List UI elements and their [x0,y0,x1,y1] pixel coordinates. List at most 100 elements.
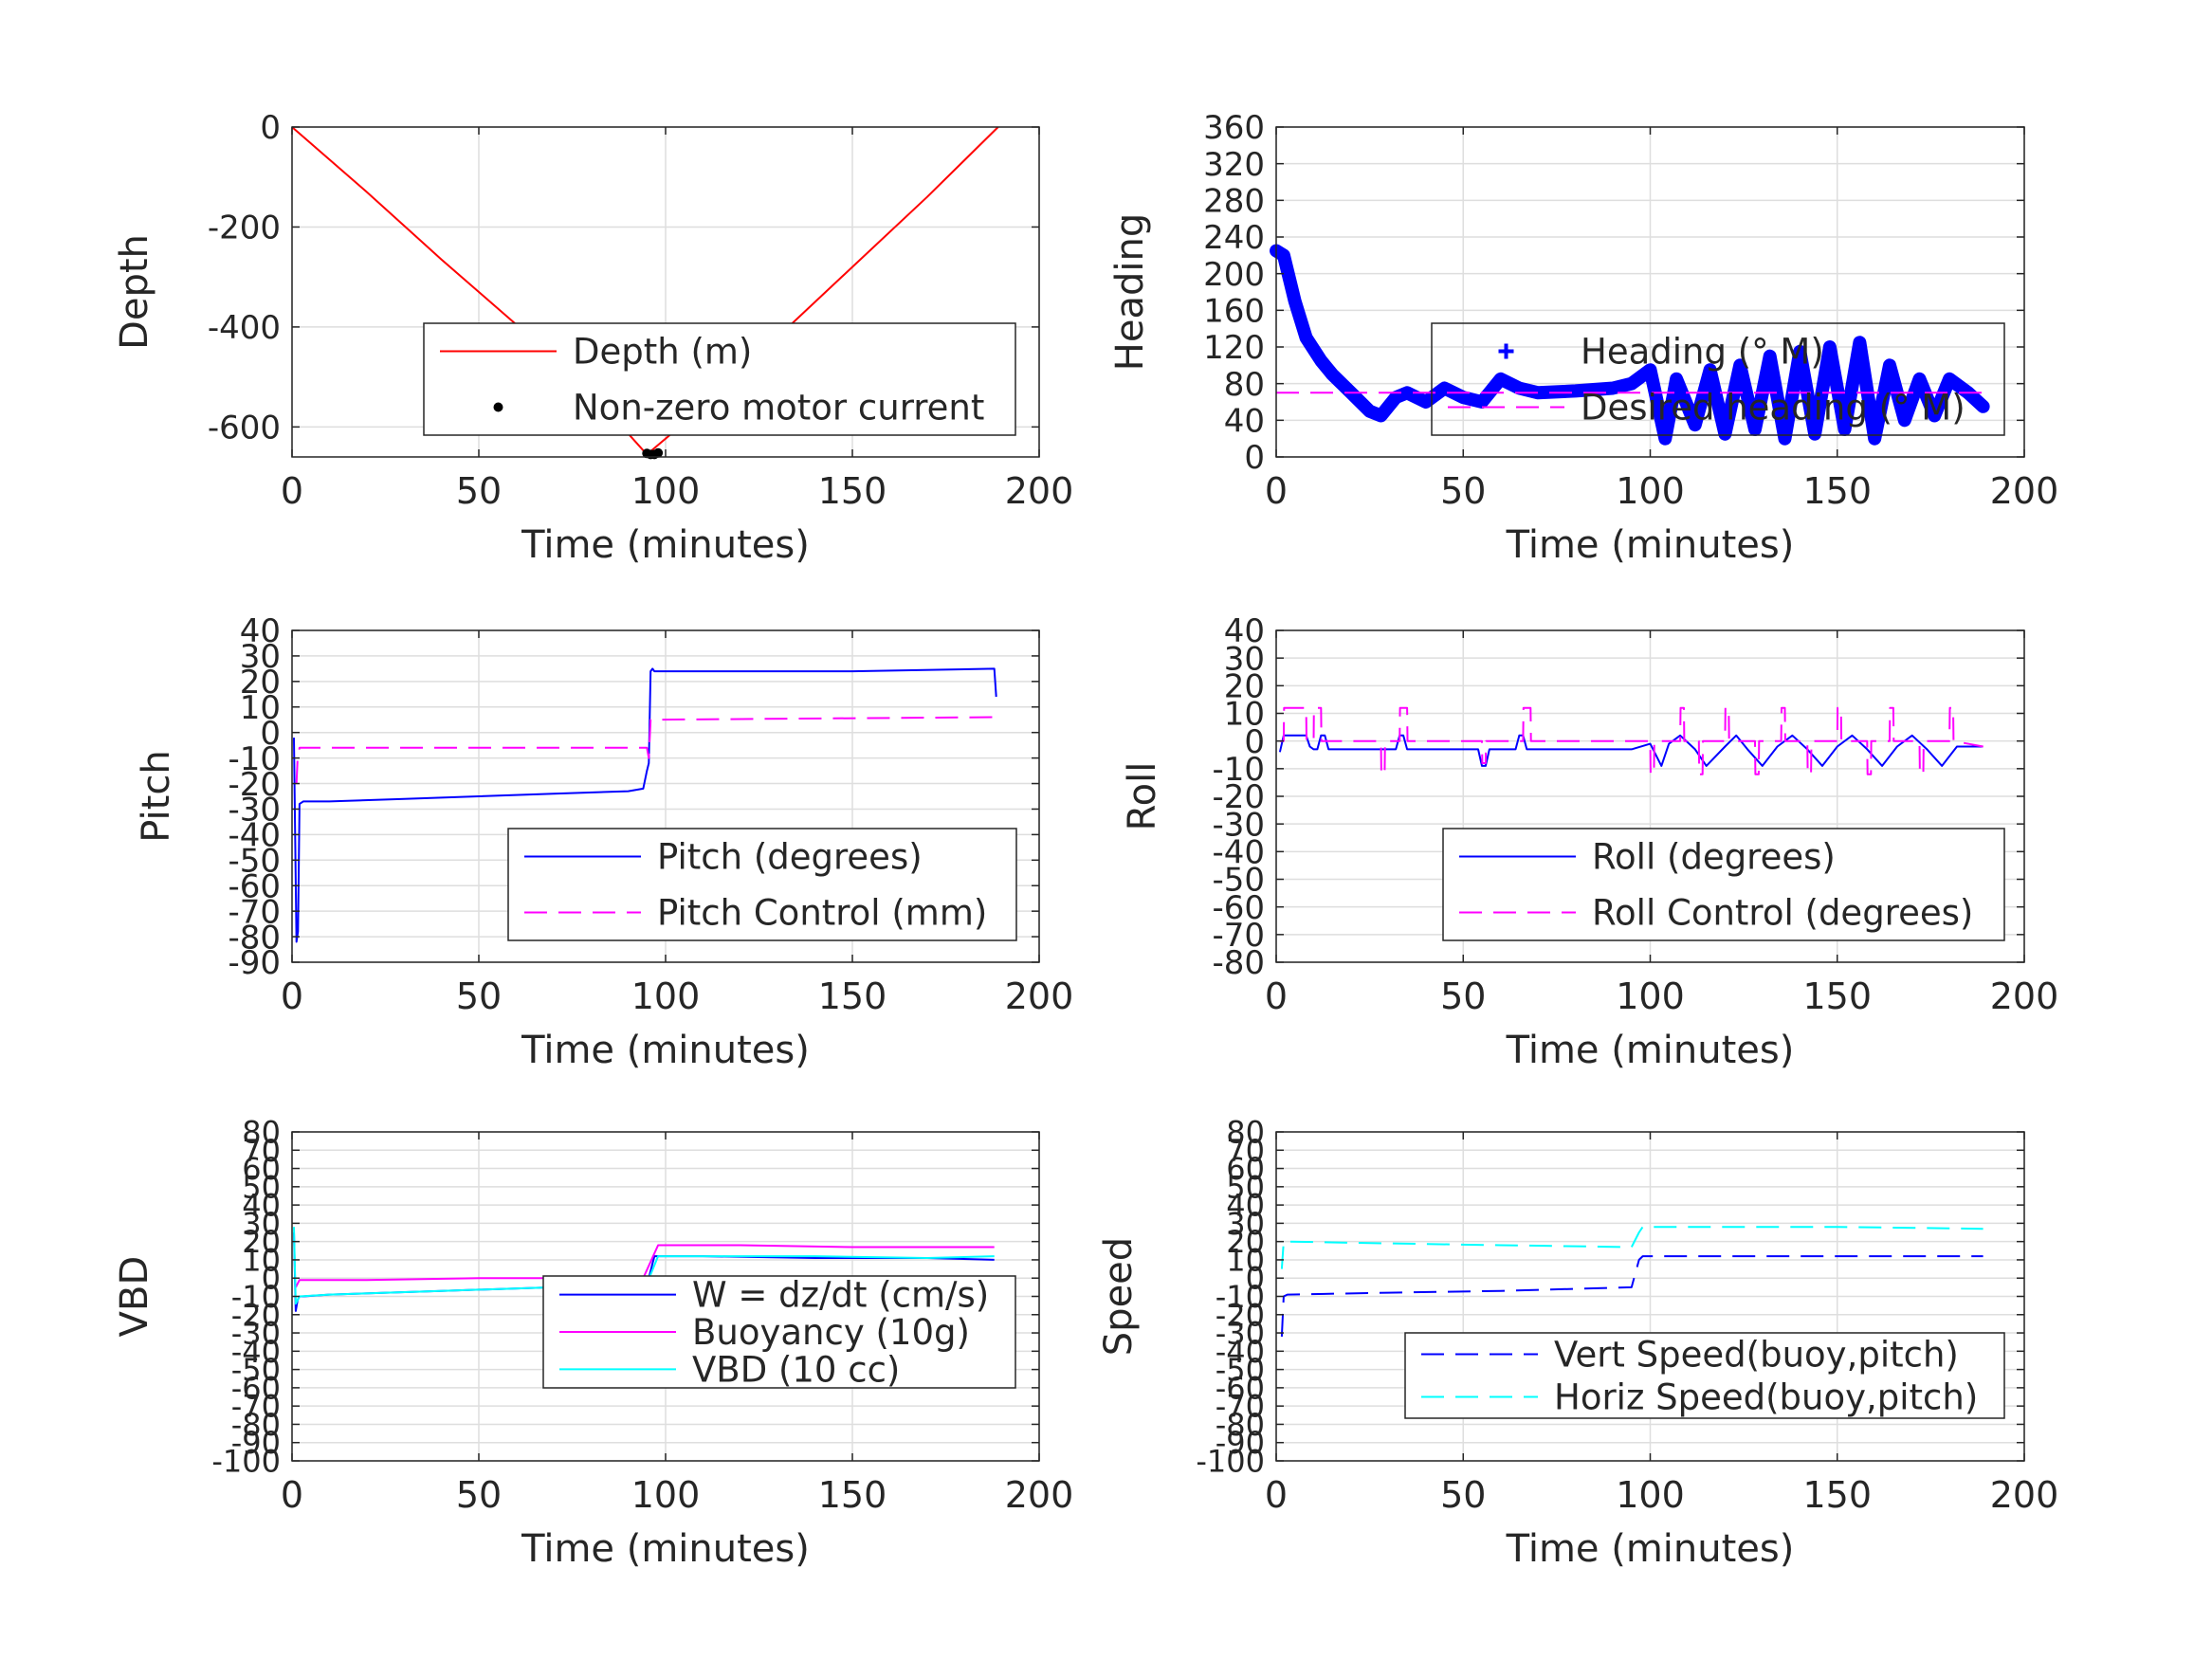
x-tick-label: 200 [1005,470,1074,512]
series-line-1 [1278,734,1983,767]
legend-box [1431,322,2005,436]
x-tick-label: 100 [1616,975,1685,1017]
y-tick-label: -20 [228,766,281,804]
x-tick-label: 150 [818,1474,887,1516]
x-tick-label: 0 [1265,470,1288,512]
legend-label: Desired heading (° M) [1581,388,1965,428]
y-tick-label: 280 [1203,183,1265,221]
chart-panel-2: 0 50 100 150 20004080120160200240280320360Ti… [1108,109,2058,567]
legend-box [507,828,1017,941]
x-tick-label: 100 [631,470,701,512]
y-axis-label: Roll [1121,762,1164,831]
y-tick-label: -40 [231,1334,281,1370]
legend-box [1442,828,2005,941]
legend-label: Heading (° M) [1581,332,1824,373]
y-tick-label: 10 [1224,696,1265,734]
chart-panel-3: 0 50 100 150 200403020100-10-20-30-40-50-60-… [135,612,1073,1072]
y-tick-label: 160 [1203,293,1265,331]
y-tick-label: -80 [1216,1407,1265,1443]
x-tick-label: 50 [1440,1474,1486,1516]
x-tick-label: 200 [1005,975,1074,1017]
y-tick-label: -70 [228,893,281,931]
y-tick-label: 30 [1224,640,1265,678]
legend-swatch [1498,343,1514,359]
y-tick-label: 30 [242,1206,281,1242]
y-tick-label: -70 [1212,917,1265,955]
y-tick-label: -40 [1212,834,1265,872]
y-tick-label: -20 [1216,1297,1265,1333]
y-tick-label: 0 [1244,723,1265,761]
x-tick-label: 200 [1990,470,2059,512]
y-tick-label: 10 [242,1242,281,1278]
y-tick-label: -50 [228,843,281,881]
y-tick-label: -100 [211,1444,281,1480]
y-tick-label: 40 [1224,612,1265,650]
y-tick-label: 40 [242,1188,281,1224]
legend: Heading (° M) Desired heading (° M) [1431,322,2005,436]
y-tick-label: -30 [228,792,281,830]
series-line-2 [1279,706,1983,775]
legend-label: Horiz Speed(buoy,pitch) [1554,1377,1978,1418]
y-tick-label: -40 [1216,1334,1265,1370]
y-tick-label: 10 [1226,1242,1265,1278]
y-tick-label: -50 [231,1352,281,1388]
x-tick-label: 100 [631,1474,701,1516]
x-axis-label: Time (minutes) [521,523,810,567]
y-axis-label: Pitch [135,750,178,842]
y-tick-label: 0 [262,1261,281,1297]
y-tick-label: -90 [231,1425,281,1461]
x-tick-label: 50 [1440,975,1486,1017]
legend: W = dz/dt (cm/s)Buoyancy (10g)VBD (10 cc… [542,1275,1016,1390]
series-line-1 [1270,244,1990,446]
x-tick-label: 50 [1440,470,1486,512]
x-tick-label: 50 [456,470,502,512]
chart-panel-6: 0 50 100 150 20080706050403020100-10-20-30-4… [1097,1115,2058,1571]
y-tick-label: -10 [1212,751,1265,789]
y-tick-label: -10 [231,1279,281,1315]
y-tick-label: 40 [240,612,281,650]
legend-label: Vert Speed(buoy,pitch) [1554,1335,1959,1376]
y-tick-label: -10 [228,740,281,778]
legend-swatch [493,402,503,412]
y-tick-label: 50 [242,1169,281,1205]
x-tick-label: 150 [1802,1474,1872,1516]
x-axis-label: Time (minutes) [521,1029,810,1072]
legend-box [1404,1332,2005,1419]
legend: Pitch (degrees) Pitch Control (mm) [507,828,1017,941]
y-tick-label: -70 [231,1389,281,1425]
y-tick-label: 40 [1226,1188,1265,1224]
y-tick-label: 30 [1226,1206,1265,1242]
legend: Roll (degrees) Roll Control (degrees) [1442,828,2005,941]
legend-label: Depth (m) [573,332,752,373]
x-tick-label: 200 [1005,1474,1074,1516]
x-axis-label: Time (minutes) [1506,1527,1795,1571]
y-tick-label: 50 [1226,1169,1265,1205]
series-line-2 [295,716,995,784]
legend-label: Roll Control (degrees) [1592,893,1973,934]
x-axis-label: Time (minutes) [1506,1029,1795,1072]
y-tick-label: -20 [231,1297,281,1333]
legend-label: Buoyancy (10g) [692,1312,970,1353]
y-tick-label: -90 [1216,1425,1265,1461]
x-tick-label: 0 [281,1474,303,1516]
legend-label: Pitch (degrees) [657,837,923,878]
y-tick-label: -50 [1212,862,1265,900]
x-tick-label: 200 [1990,975,2059,1017]
y-tick-label: 70 [242,1133,281,1169]
y-tick-label: -400 [208,309,281,347]
x-tick-label: 0 [1265,975,1288,1017]
y-tick-label: 0 [1244,439,1265,477]
series-line-1 [1280,1255,1983,1337]
y-tick-label: -30 [1216,1316,1265,1352]
y-tick-label: 40 [1224,403,1265,441]
y-tick-label: 200 [1203,256,1265,294]
y-tick-label: 20 [242,1224,281,1260]
x-tick-label: 0 [281,470,303,512]
y-tick-label: 80 [1224,366,1265,404]
legend-label: Non-zero motor current [573,388,984,428]
y-tick-label: 120 [1203,329,1265,367]
y-tick-label: -10 [1216,1279,1265,1315]
legend-label: VBD (10 cc) [692,1349,900,1390]
